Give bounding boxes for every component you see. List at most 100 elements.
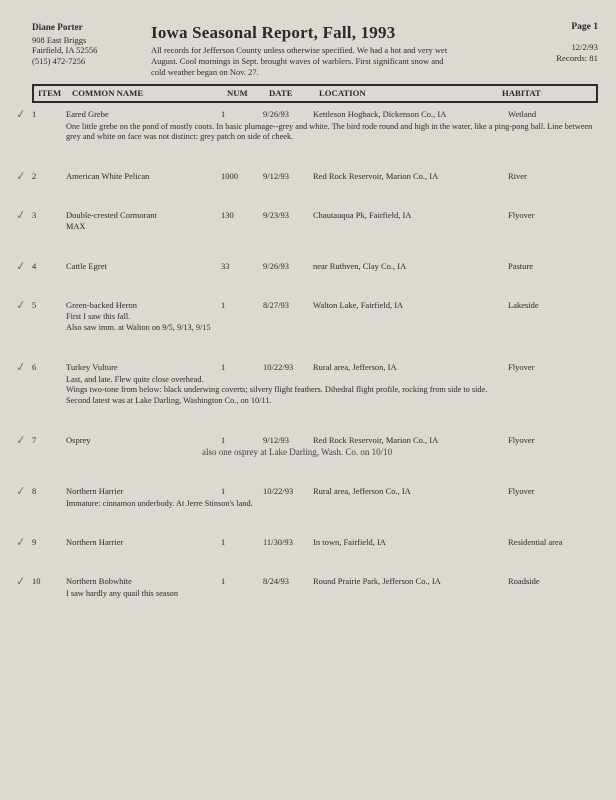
record: 6✓Turkey Vulture110/22/93Rural area, Jef… bbox=[32, 362, 598, 407]
report-header: Diane Porter 908 East Briggs Fairfield, … bbox=[32, 22, 598, 77]
location: Red Rock Reservoir, Marion Co., IA bbox=[313, 435, 508, 446]
handwritten-note: also one osprey at Lake Darling, Wash. C… bbox=[32, 447, 598, 458]
extra-label: MAX bbox=[32, 222, 598, 233]
record: 9✓Northern Harrier111/30/93In town, Fair… bbox=[32, 537, 598, 548]
record: 5✓Green-backed Heron18/27/93Walton Lake,… bbox=[32, 300, 598, 334]
location: Round Prairie Park, Jefferson Co., IA bbox=[313, 576, 508, 587]
page-number: Page 1 bbox=[518, 22, 598, 34]
count: 1 bbox=[221, 537, 263, 548]
meta-block: Page 1 12/2/93 Records: 81 bbox=[518, 22, 598, 77]
record-row: 10✓Northern Bobwhite18/24/93Round Prairi… bbox=[32, 576, 598, 587]
item-number: 2✓ bbox=[32, 171, 66, 182]
count: 1 bbox=[221, 109, 263, 120]
checkmark-icon: ✓ bbox=[15, 483, 27, 499]
checkmark-icon: ✓ bbox=[15, 169, 27, 185]
title-block: Iowa Seasonal Report, Fall, 1993 All rec… bbox=[147, 22, 518, 77]
habitat: Wetland bbox=[508, 109, 598, 120]
habitat: Roadside bbox=[508, 576, 598, 587]
record-row: 9✓Northern Harrier111/30/93In town, Fair… bbox=[32, 537, 598, 548]
report-note: All records for Jefferson County unless … bbox=[151, 45, 451, 77]
habitat: Residential area bbox=[508, 537, 598, 548]
col-num: NUM bbox=[227, 88, 269, 99]
checkmark-icon: ✓ bbox=[15, 297, 27, 313]
count: 1 bbox=[221, 435, 263, 446]
date: 8/27/93 bbox=[263, 300, 313, 311]
count: 1 bbox=[221, 486, 263, 497]
location: Rural area, Jefferson Co., IA bbox=[313, 486, 508, 497]
col-date: DATE bbox=[269, 88, 319, 99]
author-block: Diane Porter 908 East Briggs Fairfield, … bbox=[32, 22, 147, 77]
col-name: COMMON NAME bbox=[72, 88, 227, 99]
address-line-2: Fairfield, IA 52556 bbox=[32, 45, 147, 56]
item-number: 5✓ bbox=[32, 300, 66, 311]
location: Walton Lake, Fairfield, IA bbox=[313, 300, 508, 311]
col-location: LOCATION bbox=[319, 88, 502, 99]
record: 1✓Eared Grebe19/26/93Kettleson Hogback, … bbox=[32, 109, 598, 143]
record: 4✓Cattle Egret339/26/93near Ruthven, Cla… bbox=[32, 261, 598, 272]
table-header: ITEM COMMON NAME NUM DATE LOCATION HABIT… bbox=[32, 84, 598, 103]
date: 9/26/93 bbox=[263, 109, 313, 120]
phone: (515) 472-7256 bbox=[32, 56, 147, 67]
record: 8✓Northern Harrier110/22/93Rural area, J… bbox=[32, 486, 598, 509]
record-note: First I saw this fall. Also saw imm. at … bbox=[32, 312, 598, 334]
date: 9/26/93 bbox=[263, 261, 313, 272]
count: 1 bbox=[221, 576, 263, 587]
item-number: 4✓ bbox=[32, 261, 66, 272]
record: 2✓American White Pelican10009/12/93Red R… bbox=[32, 171, 598, 182]
date: 10/22/93 bbox=[263, 362, 313, 373]
record-note: One little grebe on the pond of mostly c… bbox=[32, 122, 598, 144]
record-row: 8✓Northern Harrier110/22/93Rural area, J… bbox=[32, 486, 598, 497]
common-name: Eared Grebe bbox=[66, 109, 221, 120]
date: 11/30/93 bbox=[263, 537, 313, 548]
common-name: Northern Harrier bbox=[66, 486, 221, 497]
common-name: American White Pelican bbox=[66, 171, 221, 182]
record-row: 6✓Turkey Vulture110/22/93Rural area, Jef… bbox=[32, 362, 598, 373]
date: 10/22/93 bbox=[263, 486, 313, 497]
common-name: Double-crested Cormorant bbox=[66, 210, 221, 221]
common-name: Turkey Vulture bbox=[66, 362, 221, 373]
location: In town, Fairfield, IA bbox=[313, 537, 508, 548]
date: 9/12/93 bbox=[263, 171, 313, 182]
checkmark-icon: ✓ bbox=[15, 573, 27, 589]
habitat: River bbox=[508, 171, 598, 182]
checkmark-icon: ✓ bbox=[15, 106, 27, 122]
common-name: Cattle Egret bbox=[66, 261, 221, 272]
count: 1 bbox=[221, 362, 263, 373]
location: Red Rock Reservoir, Marion Co., IA bbox=[313, 171, 508, 182]
count: 33 bbox=[221, 261, 263, 272]
location: near Ruthven, Clay Co., IA bbox=[313, 261, 508, 272]
record-row: 1✓Eared Grebe19/26/93Kettleson Hogback, … bbox=[32, 109, 598, 120]
report-title: Iowa Seasonal Report, Fall, 1993 bbox=[151, 22, 518, 43]
record: 3✓Double-crested Cormorant1309/23/93Chau… bbox=[32, 210, 598, 233]
record-row: 4✓Cattle Egret339/26/93near Ruthven, Cla… bbox=[32, 261, 598, 272]
checkmark-icon: ✓ bbox=[15, 207, 27, 223]
common-name: Northern Bobwhite bbox=[66, 576, 221, 587]
record: 10✓Northern Bobwhite18/24/93Round Prairi… bbox=[32, 576, 598, 599]
records-list: 1✓Eared Grebe19/26/93Kettleson Hogback, … bbox=[32, 109, 598, 599]
record-note: I saw hardly any quail this season bbox=[32, 589, 598, 600]
record: 7✓Osprey19/12/93Red Rock Reservoir, Mari… bbox=[32, 435, 598, 458]
item-number: 8✓ bbox=[32, 486, 66, 497]
common-name: Green-backed Heron bbox=[66, 300, 221, 311]
record-note: Immature: cinnamon underbody. At Jerre S… bbox=[32, 499, 598, 510]
location: Kettleson Hogback, Dickenson Co., IA bbox=[313, 109, 508, 120]
habitat: Lakeside bbox=[508, 300, 598, 311]
count: 1000 bbox=[221, 171, 263, 182]
report-date: 12/2/93 bbox=[518, 42, 598, 53]
col-habitat: HABITAT bbox=[502, 88, 592, 99]
habitat: Flyover bbox=[508, 435, 598, 446]
author-name: Diane Porter bbox=[32, 22, 147, 34]
habitat: Flyover bbox=[508, 210, 598, 221]
count: 130 bbox=[221, 210, 263, 221]
location: Chautauqua Pk, Fairfield, IA bbox=[313, 210, 508, 221]
item-number: 7✓ bbox=[32, 435, 66, 446]
checkmark-icon: ✓ bbox=[15, 432, 27, 448]
checkmark-icon: ✓ bbox=[15, 535, 27, 551]
record-note: Last, and late. Flew quite close overhea… bbox=[32, 375, 598, 407]
col-item: ITEM bbox=[38, 88, 72, 99]
page: Diane Porter 908 East Briggs Fairfield, … bbox=[0, 0, 616, 637]
date: 9/23/93 bbox=[263, 210, 313, 221]
date: 9/12/93 bbox=[263, 435, 313, 446]
address-line-1: 908 East Briggs bbox=[32, 35, 147, 46]
habitat: Pasture bbox=[508, 261, 598, 272]
